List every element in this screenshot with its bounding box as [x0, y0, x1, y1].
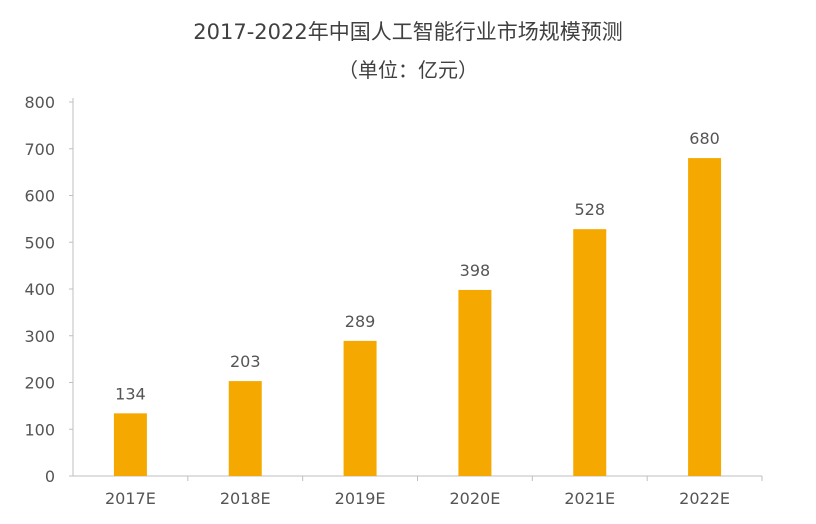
data-label: 528 [574, 200, 605, 219]
x-tick-label: 2017E [105, 489, 156, 508]
chart-title: 2017-2022年中国人工智能行业市场规模预测 [193, 20, 623, 44]
bar [228, 381, 262, 476]
x-tick-label: 2018E [220, 489, 271, 508]
x-tick-label: 2021E [564, 489, 615, 508]
x-tick-label: 2019E [335, 489, 386, 508]
chart-subtitle: （单位：亿元） [338, 58, 478, 82]
data-label: 289 [345, 312, 376, 331]
data-label: 134 [115, 384, 146, 403]
y-tick-label: 700 [24, 140, 55, 159]
y-tick-label: 100 [24, 420, 55, 439]
data-label: 680 [689, 129, 720, 148]
x-tick-label: 2020E [450, 489, 501, 508]
bar [343, 340, 377, 476]
data-label: 398 [460, 261, 491, 280]
y-tick-label: 400 [24, 280, 55, 299]
data-label: 203 [230, 352, 261, 371]
bar [113, 413, 147, 476]
x-axis: 2017E 2018E 2019E 2020E 2021E 2022E [73, 475, 763, 508]
y-tick-label: 800 [24, 93, 55, 112]
y-tick-label: 0 [45, 467, 55, 486]
bar [688, 158, 722, 476]
data-labels: 134 203 289 398 528 680 [115, 129, 720, 403]
y-tick-label: 600 [24, 187, 55, 206]
bar [573, 229, 607, 476]
y-axis: 0 100 200 300 400 500 600 700 800 [24, 93, 74, 486]
x-tick-label: 2022E [679, 489, 730, 508]
bars [113, 158, 722, 476]
bar [458, 289, 492, 476]
y-tick-label: 200 [24, 374, 55, 393]
y-tick-label: 300 [24, 327, 55, 346]
y-tick-label: 500 [24, 233, 55, 252]
